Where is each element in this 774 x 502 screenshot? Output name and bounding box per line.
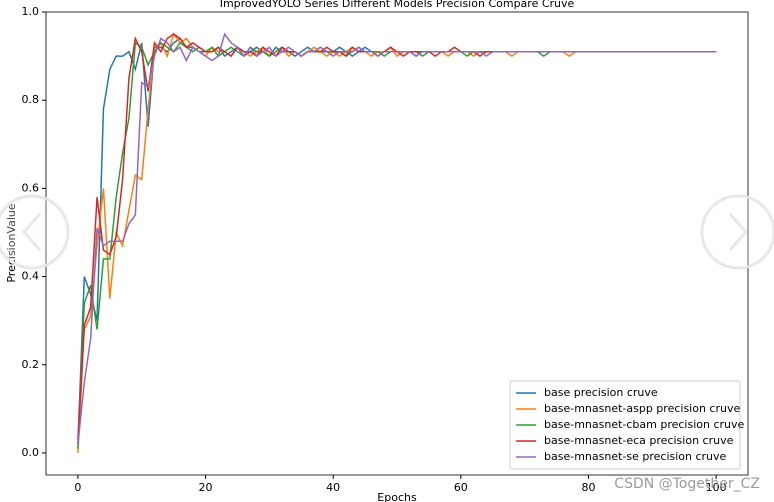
- x-tick-label: 80: [581, 481, 595, 494]
- series-line: [77, 32, 717, 445]
- x-tick-label: 100: [706, 481, 727, 494]
- x-tick-label: 40: [326, 481, 340, 494]
- prev-arrow: [21, 213, 42, 251]
- legend-label: base-mnasnet-cbam precision cruve: [544, 418, 745, 431]
- plot-frame: [45, 11, 749, 476]
- y-tick-label: 0.8: [22, 93, 40, 106]
- y-tick-label: 0.4: [22, 270, 40, 283]
- next-button[interactable]: [700, 194, 774, 270]
- prev-button[interactable]: [0, 194, 70, 270]
- watermark: CSDN @Together_CZ: [614, 476, 760, 492]
- y-tick-label: 0.0: [22, 446, 40, 459]
- next-arrow: [728, 213, 749, 251]
- x-axis-label: Epochs: [377, 491, 417, 502]
- x-tick-label: 0: [74, 481, 81, 494]
- x-tick-label: 60: [454, 481, 468, 494]
- legend-label: base-mnasnet-se precision cruve: [544, 450, 727, 463]
- x-tick-label: 20: [199, 481, 213, 494]
- legend-label: base-mnasnet-eca precision cruve: [544, 434, 734, 447]
- legend-label: base-mnasnet-aspp precision cruve: [544, 402, 740, 415]
- y-tick-label: 0.6: [22, 181, 40, 194]
- y-tick-label: 0.2: [22, 358, 40, 371]
- y-tick-label: 1.0: [22, 5, 40, 18]
- series-line: [77, 33, 717, 440]
- chart-title: ImprovedYOLO Series Different Models Pre…: [220, 0, 575, 10]
- legend-label: base precision cruve: [544, 386, 658, 399]
- legend-box: [509, 380, 741, 470]
